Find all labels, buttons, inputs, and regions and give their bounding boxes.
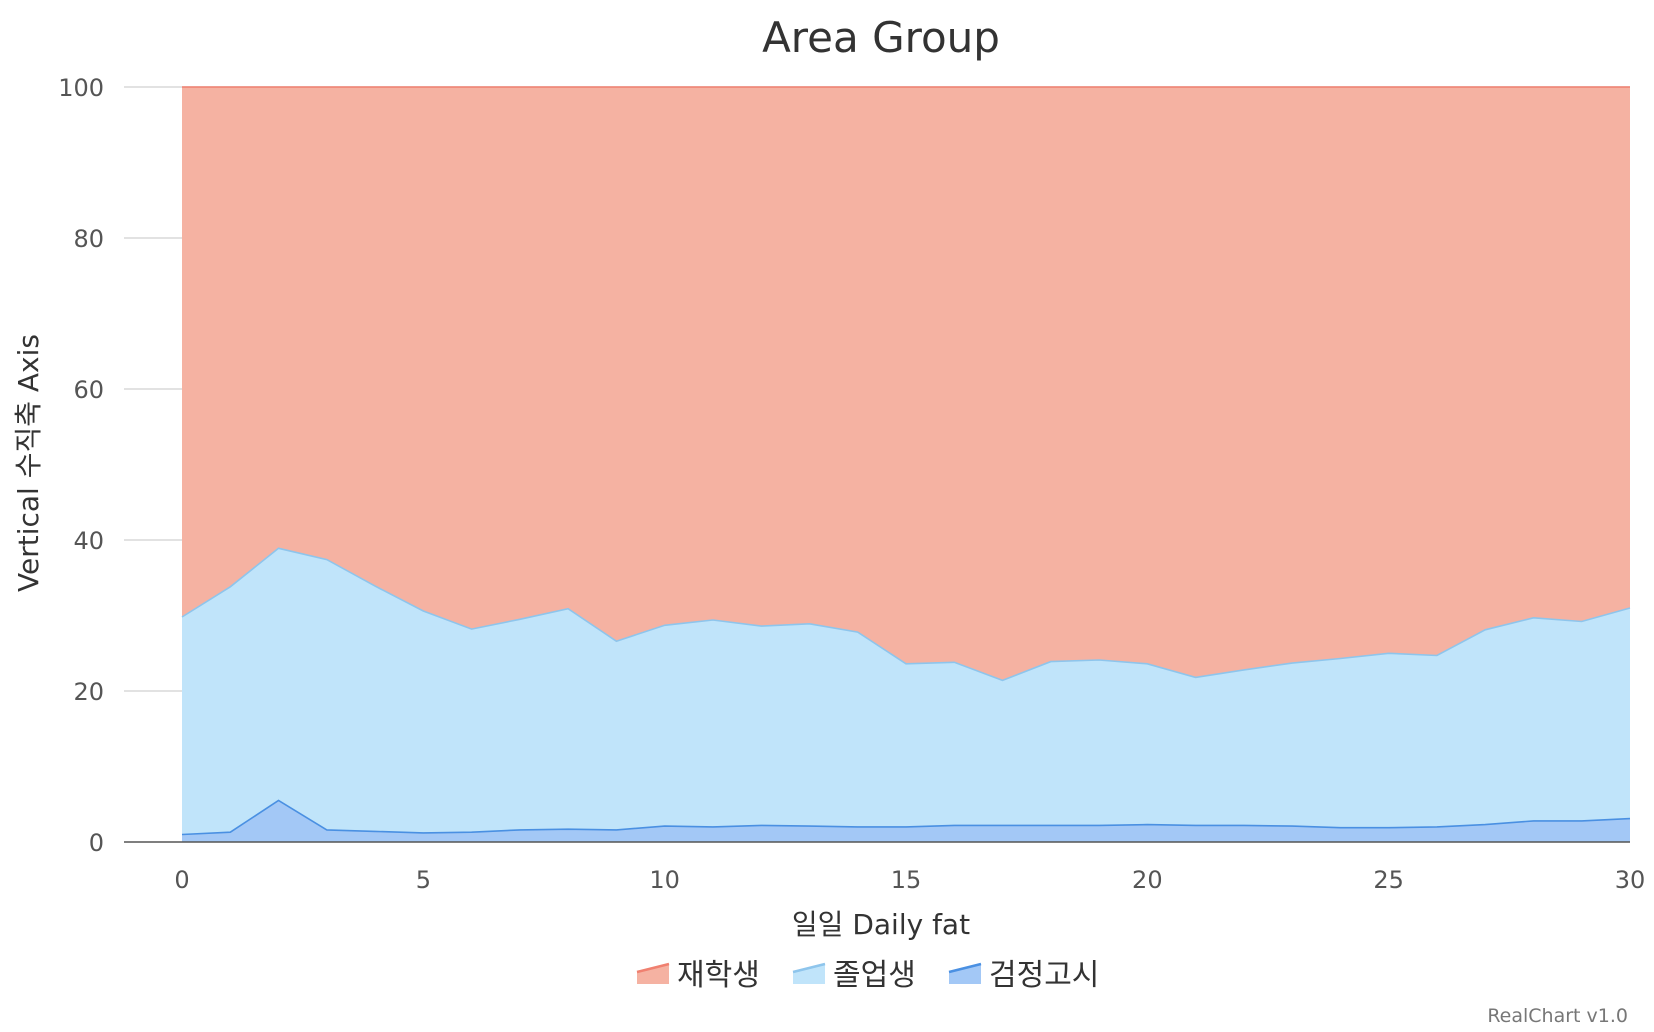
y-tick-label: 100 [58,74,104,102]
x-tick-label: 5 [416,866,431,894]
series-line-2 [181,547,1631,682]
y-tick-label: 40 [73,527,104,555]
legend-swatch-line [636,962,670,974]
x-tick-label: 25 [1373,866,1404,894]
x-tick-label: 10 [649,866,680,894]
legend-label: 검정고시 [989,958,1099,993]
series-line-3 [181,799,1631,836]
x-axis-title: 일일 Daily fat [792,908,970,941]
legend[interactable]: 재학생 졸업생 검정고시 [636,958,1099,993]
y-tick-label: 60 [73,376,104,404]
series-area-2[interactable] [182,548,1630,835]
x-tick-label: 30 [1615,866,1646,894]
legend-label: 졸업생 [833,958,916,993]
series-areas [182,87,1630,842]
legend-swatch-line [948,962,982,974]
x-axis-ticks: 0 5 10 15 20 25 30 [174,866,1645,894]
legend-item-1[interactable]: 재학생 [636,958,760,993]
y-tick-label: 0 [89,829,104,857]
y-tick-label: 80 [73,225,104,253]
y-axis-title: Vertical 수직축 Axis [12,334,45,592]
legend-swatch [793,964,825,984]
legend-swatch-line [792,962,826,974]
chart-title: Area Group [762,13,1000,62]
series-lines [181,86,1631,836]
series-area-1[interactable] [182,87,1630,681]
y-axis-ticks: 0 20 40 60 80 100 [58,74,104,857]
series-area-3[interactable] [182,800,1630,843]
legend-swatch [949,964,981,984]
legend-item-2[interactable]: 졸업생 [792,958,916,993]
y-tick-label: 20 [73,678,104,706]
legend-item-3[interactable]: 검정고시 [948,958,1099,993]
legend-swatch [637,964,669,984]
x-tick-label: 15 [891,866,922,894]
legend-label: 재학생 [677,958,760,993]
credit-label: RealChart v1.0 [1487,1005,1628,1027]
x-tick-label: 0 [174,866,189,894]
x-tick-label: 20 [1132,866,1163,894]
